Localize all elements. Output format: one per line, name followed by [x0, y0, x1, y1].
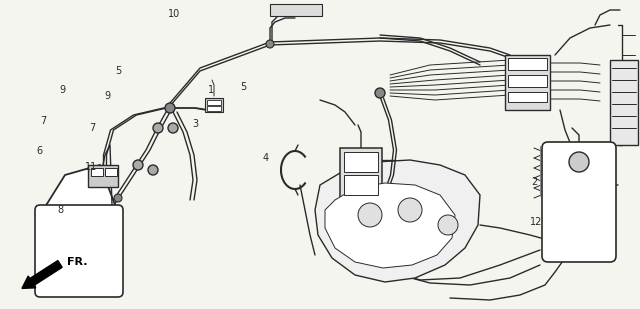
Bar [270, 4, 322, 16]
Bar [508, 92, 547, 102]
Bar [508, 58, 547, 70]
Text: 9: 9 [104, 91, 111, 101]
FancyBboxPatch shape [35, 205, 123, 297]
Bar [610, 60, 638, 145]
Circle shape [569, 152, 589, 172]
Text: 1: 1 [208, 85, 214, 95]
Circle shape [438, 215, 458, 235]
Bar [344, 175, 378, 195]
Text: 8: 8 [58, 205, 64, 215]
Bar [205, 98, 223, 112]
Text: 10: 10 [168, 9, 180, 19]
Text: 11: 11 [84, 162, 97, 172]
Polygon shape [40, 165, 115, 295]
Bar [340, 148, 382, 200]
Circle shape [148, 165, 158, 175]
Text: 2: 2 [531, 177, 538, 187]
Text: 5: 5 [240, 82, 246, 91]
Text: 7: 7 [90, 123, 96, 133]
Circle shape [114, 194, 122, 202]
Bar [505, 55, 550, 110]
Circle shape [266, 40, 274, 48]
Text: FR.: FR. [67, 257, 88, 267]
Circle shape [398, 198, 422, 222]
Circle shape [133, 160, 143, 170]
Bar [91, 168, 103, 176]
Text: 6: 6 [36, 146, 43, 156]
Bar [344, 152, 378, 172]
Circle shape [153, 123, 163, 133]
Circle shape [165, 103, 175, 113]
Bar [508, 75, 547, 87]
Text: 5: 5 [115, 66, 122, 76]
Bar [207, 100, 221, 105]
Bar [88, 165, 118, 187]
Polygon shape [325, 183, 455, 268]
FancyBboxPatch shape [542, 142, 616, 262]
Circle shape [375, 88, 385, 98]
Text: 9: 9 [60, 85, 66, 95]
Circle shape [358, 203, 382, 227]
Bar [105, 168, 117, 176]
Text: 3: 3 [192, 119, 198, 129]
Text: 4: 4 [262, 153, 269, 163]
Text: 12: 12 [530, 218, 543, 227]
Polygon shape [315, 160, 480, 282]
Bar [207, 106, 221, 111]
Text: 7: 7 [40, 116, 47, 125]
FancyArrow shape [22, 260, 62, 288]
Circle shape [168, 123, 178, 133]
